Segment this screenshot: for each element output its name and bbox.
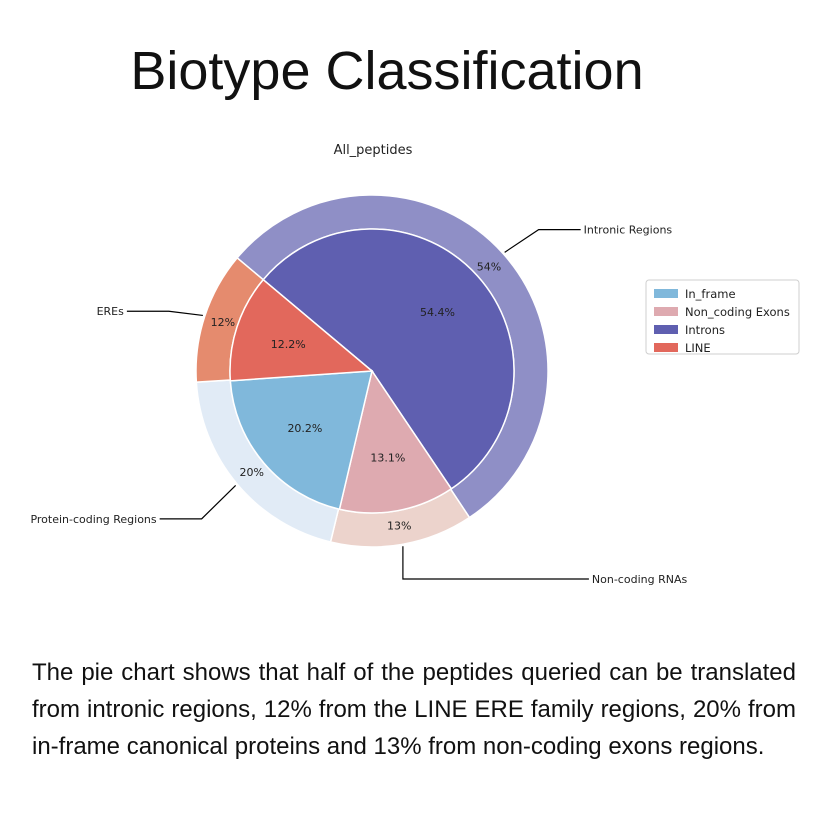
slide-title: Biotype Classification <box>130 41 644 101</box>
legend-label-introns: Introns <box>685 323 725 337</box>
legend-swatch-introns <box>654 325 678 334</box>
legend-swatch-non-coding-exons <box>654 307 678 316</box>
pie-chart: All_peptides 54% 13% 20% 12% 54.4% 13.1% 20.2… <box>30 143 800 586</box>
inner-slice-in-frame <box>229 370 373 511</box>
inner-pct-label-non-coding-exons: 13.1% <box>370 452 405 465</box>
chart-legend: In_frame Non_coding Exons Introns LINE <box>645 279 800 355</box>
inner-pct-label-line: 12.2% <box>271 338 306 351</box>
inner-slice-non-coding-exons <box>338 369 453 514</box>
outer-pct-label-eres: 12% <box>211 316 235 329</box>
outer-ring: 54% 13% 20% 12% <box>195 194 549 548</box>
callout-line-protein-coding-regions <box>159 484 237 520</box>
callout-label-eres: EREs <box>97 305 125 318</box>
legend-label-in-frame: In_frame <box>685 287 736 301</box>
outer-pct-label-non-coding-rnas: 13% <box>387 520 411 533</box>
inner-slice-introns <box>262 228 515 490</box>
legend-label-non-coding-exons: Non_coding Exons <box>685 305 790 319</box>
callout-line-intronic-regions <box>504 229 581 253</box>
caption-text: The pie chart shows that half of the pep… <box>32 659 796 760</box>
legend-swatch-line <box>654 343 678 352</box>
inner-pie: 54.4% 13.1% 20.2% 12.2% <box>229 228 515 514</box>
callouts: Intronic Regions Non-coding RNAs Protein-c… <box>30 224 687 586</box>
inner-pct-label-introns: 54.4% <box>420 306 455 319</box>
chart-title: All_peptides <box>334 143 413 158</box>
callout-label-protein-coding-regions: Protein-coding Regions <box>30 513 156 526</box>
legend-box <box>645 279 800 355</box>
callout-line-eres <box>126 310 203 317</box>
inner-slice-line <box>229 278 374 382</box>
outer-pct-label-intronic-regions: 54% <box>477 260 501 273</box>
inner-pct-label-in-frame: 20.2% <box>287 422 322 435</box>
legend-label-line: LINE <box>685 341 711 355</box>
callout-label-non-coding-rnas: Non-coding RNAs <box>592 573 688 586</box>
outer-pct-label-protein-coding-regions: 20% <box>240 466 264 479</box>
legend-swatch-in-frame <box>654 289 678 298</box>
callout-line-non-coding-rnas <box>402 546 589 580</box>
callout-label-intronic-regions: Intronic Regions <box>584 224 673 237</box>
